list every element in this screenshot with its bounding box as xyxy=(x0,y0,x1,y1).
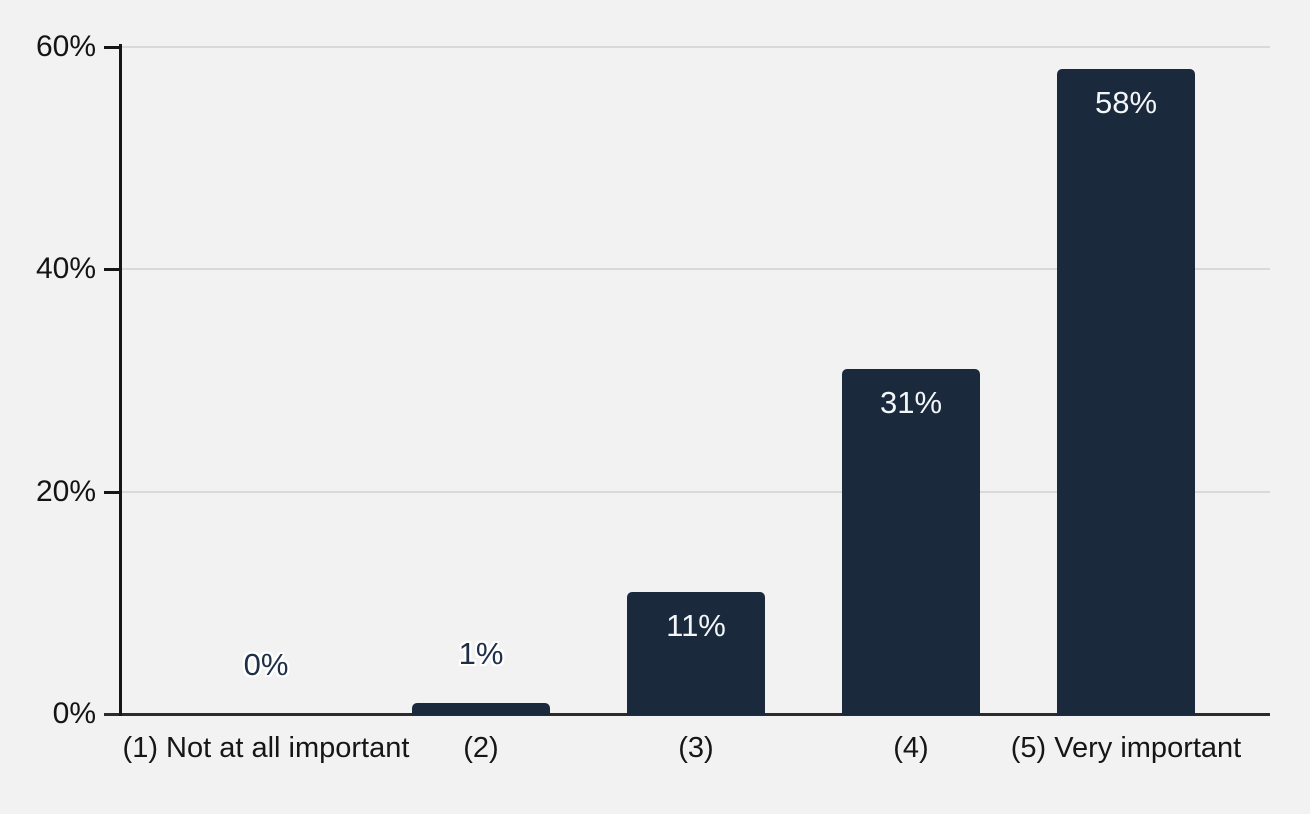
bar-value-label: 1% xyxy=(458,636,504,671)
bar-value-label: 58% xyxy=(1094,85,1158,120)
x-axis-tick-label: (2) xyxy=(463,732,499,764)
gridline xyxy=(121,268,1270,271)
y-axis-tick-label: 0% xyxy=(52,697,96,730)
y-axis-tick xyxy=(104,46,121,49)
bar-value-label: 0% xyxy=(243,647,289,682)
x-axis-tick-label: (1) Not at all important xyxy=(122,732,410,764)
bar-value-label: 11% xyxy=(666,608,726,643)
y-axis-tick-label: 40% xyxy=(35,252,96,286)
gridline xyxy=(121,46,1270,48)
y-axis-tick-label: 60% xyxy=(35,30,96,63)
y-axis-tick xyxy=(104,490,121,494)
x-axis-tick-label: (5) Very important xyxy=(1010,732,1242,764)
x-axis-tick-label: (4) xyxy=(893,732,929,764)
bar xyxy=(627,592,765,715)
y-axis-tick-label: 20% xyxy=(35,474,96,508)
bar xyxy=(412,703,550,715)
bar xyxy=(842,369,980,715)
bar-value-label: 31% xyxy=(879,385,943,420)
gridline xyxy=(121,490,1270,493)
x-axis-tick-label: (3) xyxy=(678,732,714,764)
y-axis-line xyxy=(119,44,122,716)
y-axis-tick xyxy=(104,268,121,272)
bar xyxy=(1057,69,1195,715)
